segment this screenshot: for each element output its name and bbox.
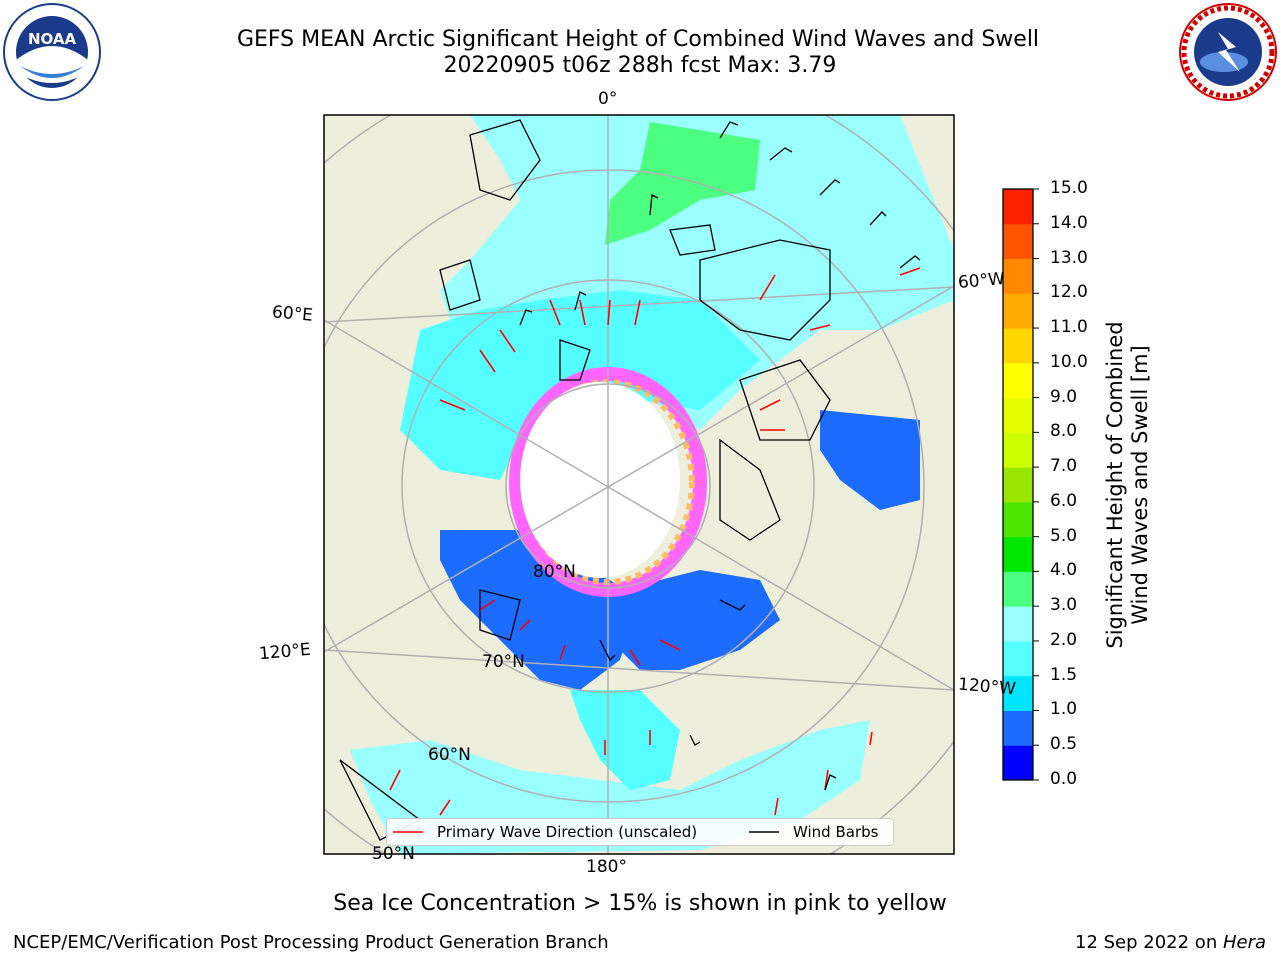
colorbar-segment: [1003, 362, 1033, 399]
legend-wave-label: Primary Wave Direction (unscaled): [437, 823, 698, 841]
noaa-text: NOAA: [28, 30, 77, 48]
footer-left: NCEP/EMC/Verification Post Processing Pr…: [13, 932, 609, 953]
legend-wind-label: Wind Barbs: [793, 823, 879, 841]
colorbar-tick-label: 0.0: [1050, 769, 1078, 789]
map-legend: Primary Wave Direction (unscaled) Wind B…: [386, 818, 894, 846]
colorbar-tick-label: 3.0: [1050, 595, 1078, 616]
lon-label-60w: 60°W: [957, 268, 1006, 294]
colorbar-segment: [1003, 293, 1033, 329]
wave-direction-arrows: [389, 267, 921, 816]
colorbar-tick-label: 6.0: [1050, 490, 1078, 511]
colorbar-tick-label: 5.0: [1050, 525, 1078, 546]
colorbar-tick-label: 7.0: [1050, 456, 1078, 477]
colorbar-tick-label: 13.0: [1050, 247, 1088, 268]
colorbar-segment: [1003, 501, 1033, 538]
map-panel: [324, 115, 954, 854]
colorbar-segment: [1003, 640, 1033, 677]
footer-host: Hera: [1222, 932, 1266, 953]
colorbar: [1002, 188, 1039, 781]
colorbar-tick-label: 15.0: [1050, 178, 1088, 198]
colorbar-segment: [1003, 397, 1033, 433]
colorbar-segment: [1003, 328, 1033, 364]
lat-label-60n: 60°N: [428, 745, 471, 765]
noaa-logo-icon: NOAA: [3, 3, 101, 101]
colorbar-segment: [1003, 745, 1033, 781]
colorbar-frame: [1002, 188, 1034, 781]
lon-label-180: 180°: [586, 857, 627, 877]
lon-label-60e: 60°E: [271, 302, 314, 326]
title-line-1: GEFS MEAN Arctic Significant Height of C…: [236, 27, 1040, 52]
colorbar-tick-label: 11.0: [1050, 317, 1088, 338]
colorbar-tick-label: 0.5: [1050, 734, 1078, 755]
ocean-green-band: [605, 122, 760, 245]
colorbar-tick-label: 4.0: [1050, 560, 1078, 581]
graticule: [324, 115, 954, 854]
colorbar-tick-label: 2.0: [1050, 629, 1078, 650]
colorbar-tick-label: 8.0: [1050, 421, 1078, 442]
colorbar-segment: [1003, 710, 1033, 746]
colorbar-tick-label: 9.0: [1050, 386, 1078, 407]
lon-label-0: 0°: [598, 89, 618, 109]
colorbar-segment: [1003, 467, 1033, 503]
colorbar-segment: [1003, 675, 1033, 711]
colorbar-title-line: Significant Height of Combined: [1103, 321, 1127, 649]
colorbar-tick-label: 10.0: [1050, 351, 1088, 372]
colorbar-segment: [1003, 571, 1033, 607]
title-line-2: 20220905 t06z 288h fcst Max: 3.79: [443, 53, 837, 78]
colorbar-segment: [1003, 606, 1033, 642]
lat-label-70n: 70°N: [482, 652, 525, 672]
colorbar-segment: [1003, 223, 1033, 260]
wind-barbs: [519, 121, 921, 791]
ocean-canadian-blue: [820, 410, 920, 510]
coastlines: [339, 119, 831, 841]
ice-cap-interior: [520, 382, 680, 578]
map-frame: [323, 114, 955, 855]
colorbar-segment: [1003, 258, 1033, 294]
colorbar-segment: [1003, 432, 1033, 468]
lat-label-50n: 50°N: [372, 844, 415, 864]
colorbar-title: Significant Height of Combined Wind Waves…: [1103, 305, 1153, 665]
colorbar-tick-label: 14.0: [1050, 212, 1088, 233]
colorbar-tick-label: 12.0: [1050, 282, 1088, 303]
ocean-siberian-blue: [440, 530, 640, 690]
colorbar-segment: [1003, 536, 1033, 572]
colorbar-tick-label: 1.0: [1050, 699, 1078, 720]
caption: Sea Ice Concentration > 15% is shown in …: [333, 891, 947, 916]
lat-label-80n: 80°N: [533, 562, 576, 582]
colorbar-title-line: Wind Waves and Swell [m]: [1128, 345, 1152, 625]
colorbar-segment: [1003, 189, 1033, 225]
footer-date: 12 Sep 2022 on: [1075, 932, 1223, 953]
colorbar-tick-label: 1.5: [1050, 664, 1078, 685]
nws-logo-icon: [1179, 3, 1277, 101]
footer-right: 12 Sep 2022 on Hera: [1075, 932, 1266, 953]
ocean-beaufort-blue: [610, 570, 780, 670]
ocean-chukchi: [570, 690, 680, 790]
